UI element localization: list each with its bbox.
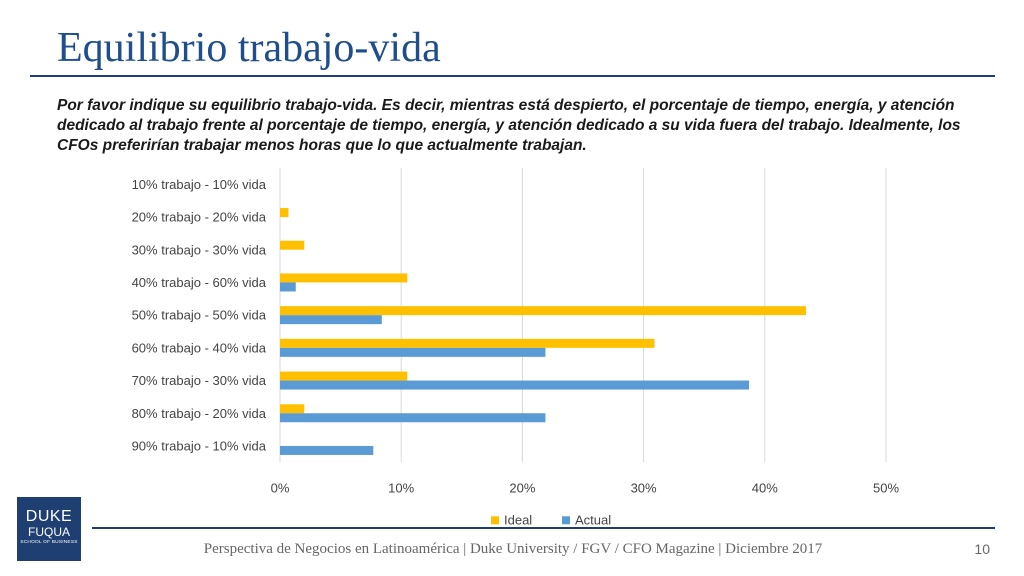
- category-label: 30% trabajo - 30% vida: [132, 242, 267, 257]
- bar-actual-5: [280, 347, 546, 357]
- chart-bars: [280, 208, 807, 455]
- question-text: Por favor indique su equilibrio trabajo-…: [57, 97, 961, 154]
- logo-line-1: DUKE: [25, 508, 73, 525]
- bar-ideal-4: [280, 306, 807, 316]
- bar-actual-6: [280, 380, 750, 390]
- bar-ideal-2: [280, 240, 305, 250]
- category-label: 10% trabajo - 10% vida: [132, 177, 267, 192]
- category-label: 70% trabajo - 30% vida: [132, 373, 267, 388]
- bar-ideal-3: [280, 273, 408, 283]
- bar-ideal-6: [280, 371, 408, 381]
- bar-actual-7: [280, 413, 546, 423]
- footer-divider: [92, 527, 995, 529]
- category-label: 60% trabajo - 40% vida: [132, 340, 267, 355]
- bar-actual-4: [280, 315, 382, 325]
- x-tick-label: 0%: [271, 480, 290, 495]
- bar-actual-3: [280, 282, 296, 292]
- x-tick-label: 20%: [509, 480, 535, 495]
- category-label: 20% trabajo - 20% vida: [132, 210, 267, 225]
- x-tick-label: 10%: [388, 480, 414, 495]
- legend-swatch-ideal: [491, 516, 499, 525]
- page-number: 10: [974, 541, 990, 557]
- logo-line-3: SCHOOL OF BUSINESS: [20, 540, 78, 545]
- x-tick-label: 30%: [631, 480, 657, 495]
- bar-ideal-5: [280, 338, 655, 348]
- logo-line-2: FUQUA: [28, 525, 70, 539]
- bar-ideal-1: [280, 208, 289, 218]
- legend-label-actual: Actual: [575, 512, 611, 527]
- title-divider: [30, 75, 995, 77]
- bar-actual-8: [280, 445, 374, 455]
- legend-swatch-actual: [562, 516, 570, 525]
- x-tick-label: 50%: [873, 480, 899, 495]
- chart-legend: Ideal Actual: [491, 512, 611, 527]
- footer-citation: Perspectiva de Negocios en Latinoamérica…: [203, 541, 823, 557]
- category-label: 80% trabajo - 20% vida: [132, 406, 267, 421]
- category-label: 40% trabajo - 60% vida: [132, 275, 267, 290]
- slide-title: Equilibrio trabajo-vida: [57, 25, 441, 71]
- value-axis-labels: 0% 10% 20% 30% 40% 50%: [271, 480, 900, 495]
- work-life-balance-chart: 10% trabajo - 10% vida 20% trabajo - 20% …: [132, 168, 900, 527]
- x-tick-label: 40%: [752, 480, 778, 495]
- duke-fuqua-logo: DUKE FUQUA SCHOOL OF BUSINESS: [17, 497, 81, 561]
- bar-ideal-7: [280, 404, 305, 414]
- legend-label-ideal: Ideal: [504, 512, 532, 527]
- category-axis-labels: 10% trabajo - 10% vida 20% trabajo - 20% …: [132, 177, 267, 454]
- category-label: 90% trabajo - 10% vida: [132, 438, 267, 453]
- category-label: 50% trabajo - 50% vida: [132, 308, 267, 323]
